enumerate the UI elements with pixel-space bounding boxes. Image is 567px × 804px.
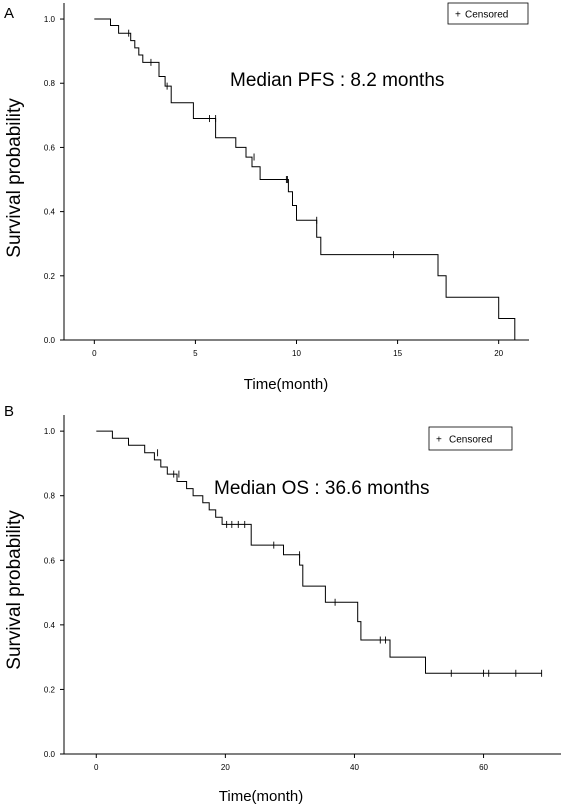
panel-a-letter: A [4,5,14,22]
panel-a-x-tick-label: 20 [494,349,503,358]
panel-a: A + Censored Median PFS : 8.2 months Sur… [4,2,529,393]
panel-a-x-tick-label: 0 [92,349,97,358]
panel-b-legend-label: Censored [449,435,492,446]
panel-b-x-tick-label: 40 [350,763,359,772]
panel-b-axes: 0.0 0.2 0.4 0.6 0.8 1.0 0 20 40 60 [44,415,561,772]
panel-b-letter: B [4,403,14,420]
panel-a-y-tick-label: 0.4 [44,208,56,217]
panel-a-y-axis-label: Survival probability [4,98,25,258]
panel-b: B + Censored Median OS : 36.6 months Sur… [4,403,561,804]
panel-b-y-tick-label: 0.4 [44,621,56,630]
panel-b-y-tick-label: 0.0 [44,750,56,759]
panel-a-y-tick-label: 0.2 [44,272,56,281]
panel-a-axes: 0.0 0.2 0.4 0.6 0.8 1.0 0 5 10 15 20 [44,3,529,358]
panel-b-legend-box [428,426,513,451]
panel-a-x-axis-label: Time(month) [244,376,328,393]
panel-a-survival-curve [94,18,519,341]
panel-a-legend-marker: + [455,10,461,21]
panel-a-legend-label: Censored [465,10,508,21]
panel-b-legend-marker: + [436,435,442,446]
panel-a-y-tick-label: 0.6 [44,143,56,152]
panel-a-y-tick-label: 1.0 [44,15,56,24]
panel-a-x-tick-label: 5 [193,349,198,358]
panel-b-y-tick-label: 0.6 [44,556,56,565]
panel-b-y-tick-label: 0.2 [44,685,56,694]
panel-b-survival-curve [96,430,542,674]
panel-b-curve-group [96,430,543,677]
panel-a-y-tick-label: 0.0 [44,336,56,345]
panel-a-curve-group [94,18,519,341]
panel-b-x-tick-label: 60 [479,763,488,772]
panel-b-y-axis-label: Survival probability [4,510,25,670]
panel-a-x-tick-label: 15 [393,349,402,358]
panel-b-median-annotation: Median OS : 36.6 months [214,478,429,499]
panel-b-x-tick-label: 20 [221,763,230,772]
panel-a-x-tick-label: 10 [292,349,301,358]
panel-a-median-annotation: Median PFS : 8.2 months [230,70,444,91]
panel-a-legend-box [447,2,529,25]
panel-a-y-tick-label: 0.8 [44,79,56,88]
panel-b-x-axis-label: Time(month) [219,788,303,804]
panel-b-y-tick-label: 1.0 [44,427,56,436]
panel-b-y-tick-label: 0.8 [44,492,56,501]
panel-b-x-tick-label: 0 [94,763,99,772]
